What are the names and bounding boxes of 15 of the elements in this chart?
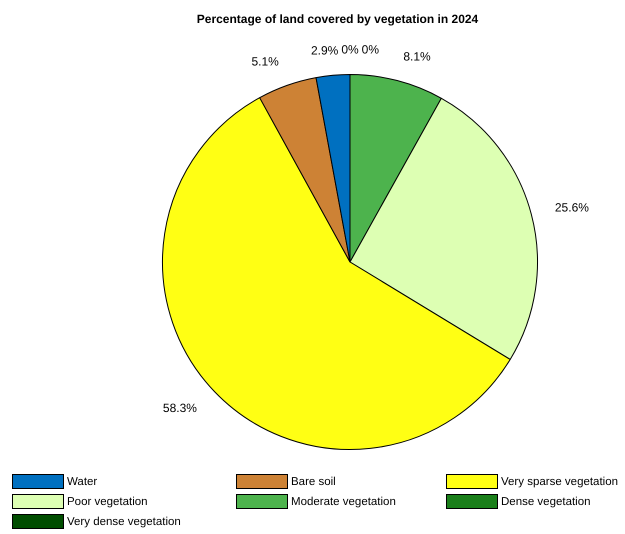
legend-label: Very dense vegetation (67, 516, 181, 528)
data-label: 58.3% (162, 400, 198, 415)
legend-label: Poor vegetation (67, 496, 148, 508)
data-label: 5.1% (252, 54, 280, 69)
text: 0% (341, 42, 359, 56)
data-label: 2.9% (310, 43, 339, 58)
data-label: 8.1% (403, 49, 432, 64)
text: 0% (362, 42, 380, 56)
legend-label: Moderate vegetation (291, 496, 396, 508)
legend-label: Dense vegetation (501, 496, 591, 508)
legend-label: Water (67, 476, 98, 488)
chart-title: Percentage of land covered by vegetation in 2024 (196, 12, 479, 26)
legend-label: Bare soil (291, 476, 336, 488)
data-label: 25.6% (554, 200, 590, 214)
legend-label: Very sparse vegetation (501, 476, 618, 488)
